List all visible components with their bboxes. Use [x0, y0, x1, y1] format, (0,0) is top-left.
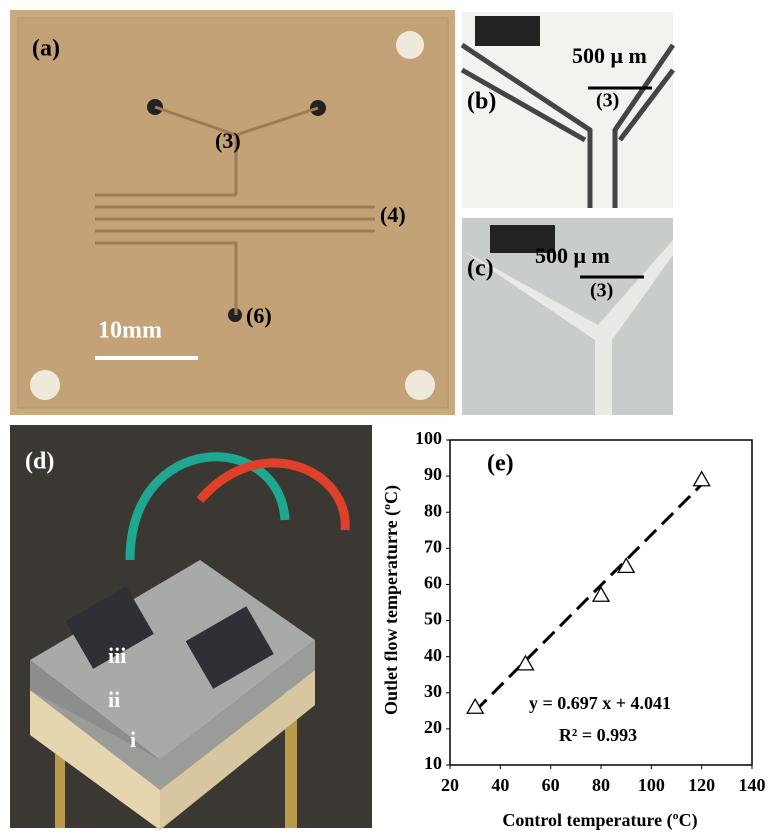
y-tick-label: 60: [424, 573, 442, 593]
x-tick-label: 120: [688, 775, 715, 795]
scale-label: 500 μ m: [572, 43, 647, 68]
page: (a) (3) (4) (6) 10mm 500 μ m (3) (b) 500…: [0, 0, 781, 834]
panel-label: (c): [467, 256, 494, 282]
y-tick-label: 30: [424, 681, 442, 701]
x-tick-label: 140: [739, 775, 766, 795]
y-tick-label: 90: [424, 464, 442, 484]
y-tick-label: 70: [424, 536, 442, 556]
layer-label: ii: [108, 687, 120, 712]
equation: y = 0.697 x + 4.041: [529, 693, 671, 713]
callout: (3): [215, 128, 241, 153]
x-tick-label: 60: [542, 775, 560, 795]
callout: (3): [590, 280, 613, 302]
x-axis-label: Control temperature (ºC): [502, 810, 697, 831]
panel-label: (a): [32, 36, 60, 62]
y-tick-label: 40: [424, 645, 442, 665]
scale-label: 10mm: [98, 318, 162, 344]
plot-frame: [450, 440, 752, 765]
r-squared: R² = 0.993: [559, 725, 637, 745]
y-tick-label: 20: [424, 717, 442, 737]
y-tick-label: 10: [424, 753, 442, 773]
callout: (4): [380, 202, 406, 227]
corner-hole: [405, 370, 435, 400]
layer-label: iii: [108, 643, 126, 668]
x-tick-label: 100: [638, 775, 665, 795]
panel-label: (d): [25, 449, 54, 475]
corner-hole: [30, 370, 60, 400]
x-tick-label: 80: [592, 775, 610, 795]
y-tick-label: 80: [424, 500, 442, 520]
scale-label: 500 μ m: [535, 243, 610, 268]
callout: (6): [246, 303, 272, 328]
marker: [518, 656, 534, 670]
panel-label: (e): [487, 451, 514, 477]
y-tick-label: 50: [424, 609, 442, 629]
trendline: [475, 484, 702, 711]
x-tick-label: 40: [491, 775, 509, 795]
x-tick-label: 20: [441, 775, 459, 795]
marker: [694, 472, 710, 486]
corner-hole: [396, 31, 424, 59]
figure: (a) (3) (4) (6) 10mm 500 μ m (3) (b) 500…: [0, 0, 781, 834]
meta-box: [475, 16, 540, 46]
layer-label: i: [130, 727, 136, 752]
panel-label: (b): [467, 89, 496, 115]
callout: (3): [596, 90, 619, 112]
y-tick-label: 100: [415, 428, 442, 448]
y-axis-label: Outlet flow temperaturre (ºC): [381, 485, 402, 715]
